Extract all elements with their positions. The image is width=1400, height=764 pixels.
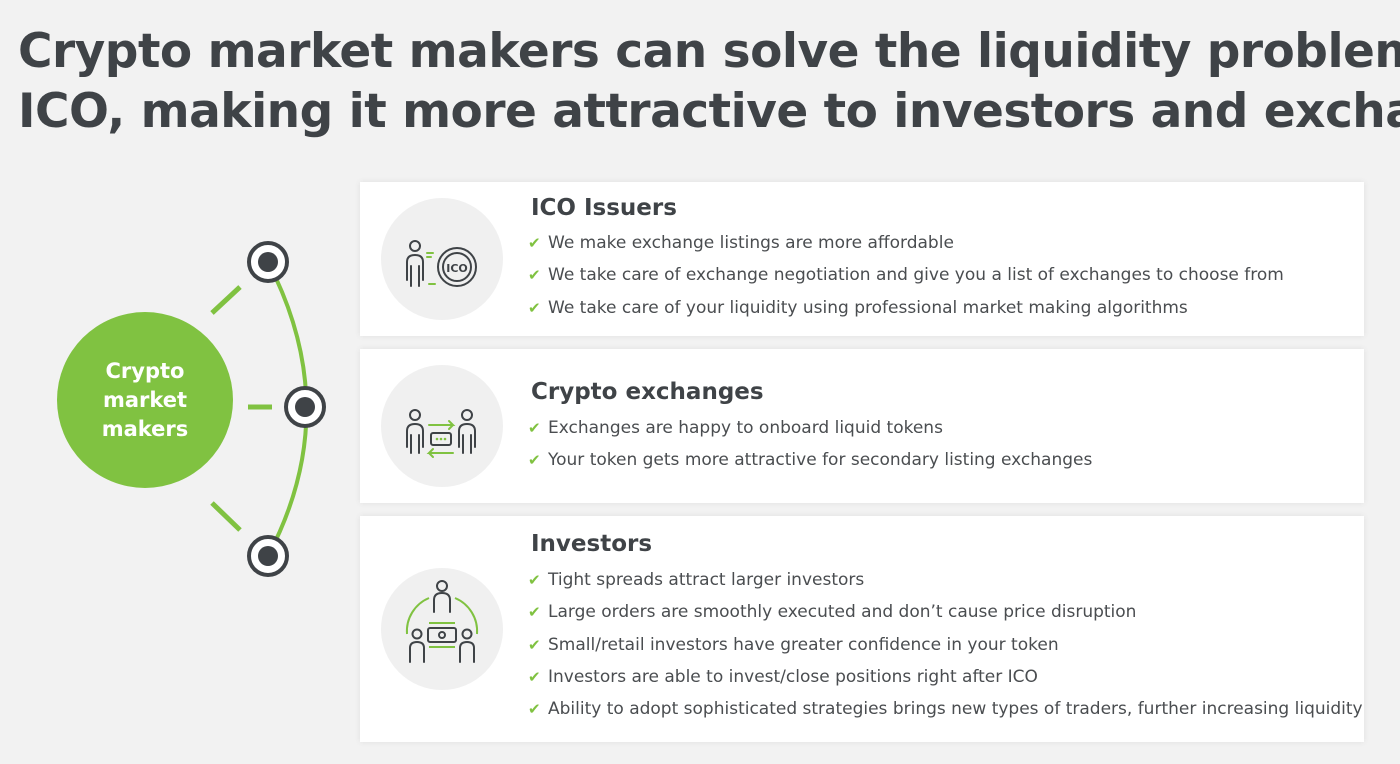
- list-item: ✔ We take care of your liquidity using pr…: [528, 292, 1284, 324]
- check-icon: ✔: [528, 234, 541, 252]
- card-title: Crypto exchanges: [531, 379, 764, 405]
- list-item: ✔ Investors are able to invest/close posi…: [528, 661, 1363, 693]
- hub-circle: Crypto market makers: [57, 312, 233, 488]
- connector-diagram: [210, 241, 326, 577]
- card-crypto-exchanges: Crypto exchanges ✔ Exchanges are happy to…: [360, 349, 1364, 503]
- list-item: ✔ Ability to adopt sophisticated strategi…: [528, 693, 1363, 725]
- list-item-text: We take care of your liquidity using pro…: [548, 297, 1188, 318]
- benefit-list: ✔ We make exchange listings are more affo…: [528, 227, 1284, 324]
- check-icon: ✔: [528, 667, 541, 686]
- node-bottom: [247, 535, 289, 577]
- page-title: Crypto market makers can solve the liqui…: [18, 22, 1400, 142]
- check-icon: ✔: [528, 451, 541, 470]
- hub-label-2: market: [102, 387, 188, 412]
- people-exchange-icon: [381, 365, 503, 487]
- list-item: ✔ Large orders are smoothly executed and …: [528, 596, 1363, 628]
- check-icon: ✔: [528, 700, 541, 719]
- list-item: ✔ Small/retail investors have greater con…: [528, 629, 1363, 661]
- connector-dash-bottom: [210, 501, 242, 532]
- list-item-text: Your token gets more attractive for seco…: [548, 450, 1093, 471]
- headline-line-1: Crypto market makers can solve the liqui…: [18, 24, 1400, 79]
- headline-line-2: ICO, making it more attractive to invest…: [18, 84, 1400, 139]
- list-item-text: We take care of exchange negotiation and…: [548, 265, 1284, 286]
- node-top: [247, 241, 289, 283]
- list-item-text: Ability to adopt sophisticated strategie…: [548, 699, 1363, 720]
- list-item: ✔ We take care of exchange negotiation an…: [528, 259, 1284, 291]
- investors-group-icon: [381, 568, 503, 690]
- list-item: ✔ We make exchange listings are more affo…: [528, 227, 1284, 259]
- hub-label-1: Crypto: [105, 358, 185, 383]
- list-item-text: Tight spreads attract larger investors: [548, 570, 865, 590]
- check-icon: ✔: [528, 419, 541, 437]
- card-title: Investors: [531, 531, 653, 557]
- list-item: ✔ Tight spreads attract larger investors: [528, 564, 1363, 596]
- check-icon: ✔: [528, 298, 541, 317]
- list-item-text: We make exchange listings are more affor…: [548, 233, 954, 253]
- connector-dash-top: [210, 285, 242, 315]
- list-item-text: Exchanges are happy to onboard liquid to…: [548, 418, 943, 438]
- check-icon: ✔: [528, 266, 541, 285]
- benefit-list: ✔ Exchanges are happy to onboard liquid t…: [528, 412, 1092, 477]
- svg-text:ICO: ICO: [446, 262, 468, 275]
- node-middle: [284, 386, 326, 428]
- check-icon: ✔: [528, 571, 541, 589]
- list-item: ✔ Exchanges are happy to onboard liquid t…: [528, 412, 1092, 444]
- check-icon: ✔: [528, 603, 541, 622]
- card-title: ICO Issuers: [531, 195, 677, 221]
- hub-label-3: makers: [101, 416, 189, 441]
- list-item-text: Investors are able to invest/close posit…: [548, 666, 1038, 687]
- card-investors: Investors ✔ Tight spreads attract larger …: [360, 516, 1364, 742]
- list-item-text: Small/retail investors have greater conf…: [548, 634, 1059, 655]
- list-item: ✔ Your token gets more attractive for sec…: [528, 444, 1092, 476]
- check-icon: ✔: [528, 635, 541, 654]
- card-ico-issuers: ICO ICO Issuers ✔ We make exchange listin…: [360, 182, 1364, 336]
- list-item-text: Large orders are smoothly executed and d…: [548, 602, 1137, 623]
- person-ico-coin-icon: ICO: [381, 198, 503, 320]
- benefit-list: ✔ Tight spreads attract larger investors …: [528, 564, 1363, 725]
